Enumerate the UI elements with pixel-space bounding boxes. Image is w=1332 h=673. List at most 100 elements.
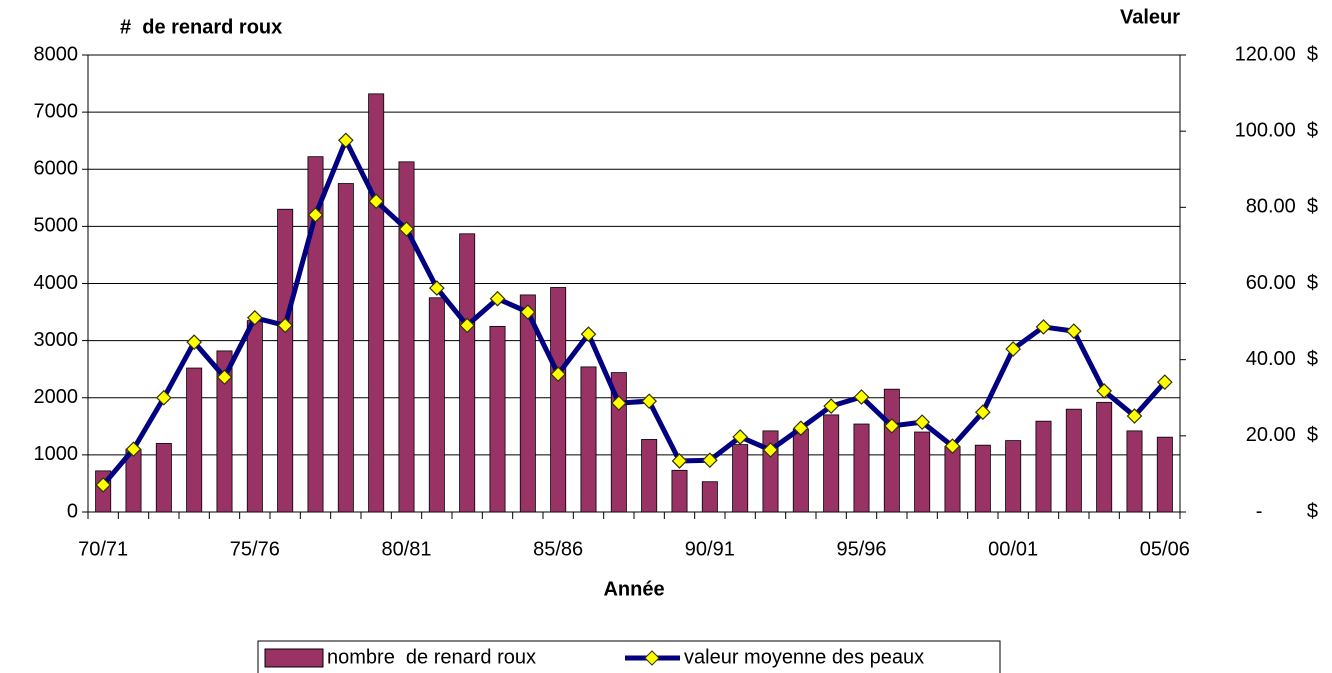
- bar: [580, 366, 597, 513]
- chart-title: # de renard roux: [120, 16, 282, 38]
- marker: [428, 280, 445, 296]
- marker: [671, 453, 688, 469]
- bar: [277, 208, 294, 513]
- bar: [1126, 430, 1143, 513]
- bar: [1065, 408, 1082, 513]
- marker: [792, 420, 809, 437]
- marker: [823, 398, 840, 414]
- marker: [550, 366, 567, 382]
- marker: [368, 193, 385, 210]
- marker: [307, 207, 324, 223]
- bar: [459, 233, 476, 513]
- bar: [216, 350, 233, 513]
- legend-marker: [644, 650, 660, 666]
- marker: [610, 395, 627, 411]
- marker: [883, 418, 900, 434]
- bar: [428, 297, 445, 513]
- y-tick-label: 3000: [34, 329, 79, 351]
- bar: [550, 287, 567, 513]
- x-tick-label: 90/91: [685, 538, 735, 560]
- marker: [186, 334, 203, 350]
- marker: [1035, 319, 1052, 335]
- bar: [671, 469, 688, 513]
- marker: [246, 309, 263, 326]
- bar: [944, 445, 961, 513]
- bar: [853, 423, 870, 513]
- bar: [337, 183, 354, 513]
- bar: [246, 320, 263, 513]
- x-tick-label: 85/86: [533, 538, 583, 560]
- x-tick-label: 70/71: [78, 538, 128, 560]
- bar: [1035, 420, 1052, 513]
- bar: [914, 431, 931, 513]
- y-tick-label: 8000: [34, 43, 79, 65]
- x-tick-label: 75/76: [230, 538, 280, 560]
- marker: [277, 317, 294, 334]
- bar: [519, 294, 536, 513]
- y2-tick-label: 60.00 $: [1246, 272, 1318, 294]
- bar: [1096, 401, 1113, 513]
- bar: [368, 93, 385, 513]
- marker: [337, 132, 354, 149]
- y-tick-label: 4000: [34, 272, 79, 294]
- marker: [125, 441, 142, 458]
- marker: [459, 317, 476, 334]
- x-tick-label: 05/06: [1140, 538, 1190, 560]
- y-tick-label: 6000: [34, 158, 79, 180]
- bar: [610, 372, 627, 513]
- marker: [701, 452, 718, 469]
- y2-tick-label: 120.00 $: [1235, 43, 1318, 65]
- marker: [1156, 374, 1173, 390]
- legend-label: nombre de renard roux: [327, 646, 536, 668]
- marker: [1126, 408, 1143, 424]
- marker: [732, 429, 749, 445]
- bar: [1156, 436, 1173, 513]
- bar: [186, 367, 203, 513]
- y2-tick-label: 100.00 $: [1235, 119, 1318, 141]
- y-tick-label: 2000: [34, 386, 79, 408]
- y2-axis-title: Valeur: [1120, 6, 1180, 28]
- bar: [155, 443, 172, 513]
- bar: [792, 428, 809, 513]
- y-tick-label: 0: [67, 500, 78, 522]
- marker: [580, 326, 597, 342]
- bar: [489, 325, 506, 513]
- bar: [974, 444, 991, 513]
- marker: [1096, 383, 1113, 399]
- marker: [762, 442, 779, 458]
- y2-tick-label: 80.00 $: [1246, 196, 1318, 218]
- bar: [732, 444, 749, 513]
- marker: [519, 304, 536, 320]
- x-tick-label: 00/01: [988, 538, 1038, 560]
- marker: [1005, 341, 1022, 357]
- y-tick-label: 7000: [34, 100, 79, 122]
- marker: [489, 290, 506, 307]
- x-tick-label: 95/96: [836, 538, 886, 560]
- bar: [641, 439, 658, 513]
- marker: [853, 389, 870, 405]
- legend-swatch: [264, 648, 324, 668]
- marker: [398, 221, 415, 237]
- marker: [914, 414, 931, 430]
- bar: [1005, 440, 1022, 513]
- bar: [701, 481, 718, 513]
- x-axis-title: Année: [603, 578, 664, 600]
- y2-tick-label: 40.00 $: [1246, 348, 1318, 370]
- bar: [823, 414, 840, 513]
- bar: [883, 388, 900, 513]
- marker: [641, 393, 658, 410]
- legend-label: valeur moyenne des peaux: [684, 646, 924, 668]
- x-tick-label: 80/81: [381, 538, 431, 560]
- marker: [155, 389, 172, 406]
- bar: [398, 161, 415, 513]
- marker: [1065, 323, 1082, 339]
- marker: [216, 369, 233, 386]
- marker: [95, 477, 112, 493]
- bar: [307, 156, 324, 513]
- marker: [974, 404, 991, 421]
- y-tick-label: 1000: [34, 443, 79, 465]
- marker: [944, 438, 961, 454]
- y-tick-label: 5000: [34, 215, 79, 237]
- y2-tick-label: - $: [1256, 500, 1318, 522]
